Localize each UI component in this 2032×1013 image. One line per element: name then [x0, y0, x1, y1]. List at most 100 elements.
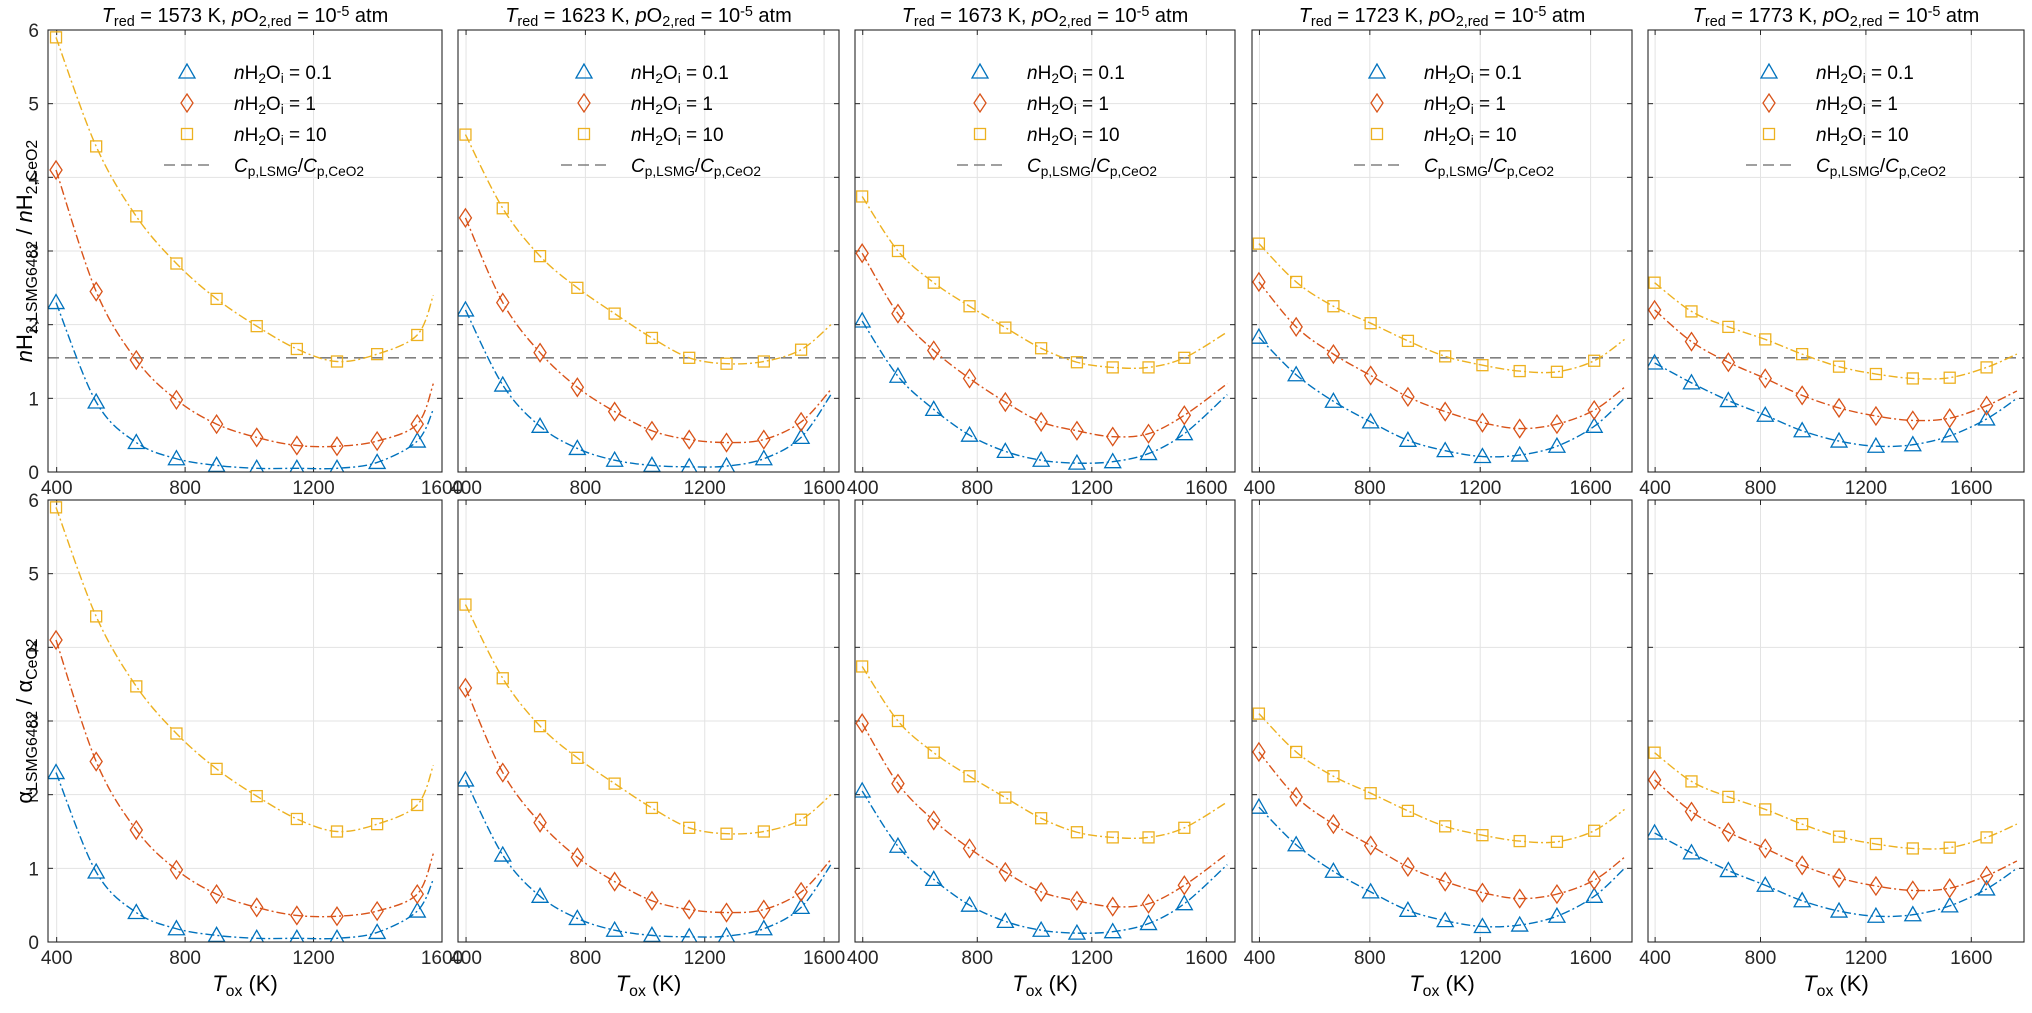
- data-point-2: [855, 713, 869, 734]
- x-tick-label: 800: [570, 948, 602, 969]
- series-line-3: [464, 604, 832, 835]
- legend-label: nH2Oi = 1: [234, 94, 316, 117]
- data-point-1: [1103, 922, 1122, 939]
- data-point-3: [794, 813, 808, 826]
- data-point-1: [48, 293, 66, 310]
- data-point-2: [962, 838, 977, 859]
- data-point-2: [1401, 386, 1415, 408]
- data-point-2: [89, 281, 103, 302]
- legend-marker-diamond: [1762, 92, 1776, 114]
- data-point-1: [1473, 447, 1492, 464]
- x-tick-label: 1200: [1845, 948, 1887, 969]
- x-axis-label: Tox (K): [212, 971, 278, 1000]
- data-point-1: [1398, 901, 1418, 917]
- data-point-2: [1869, 405, 1883, 427]
- data-point-2: [1648, 299, 1662, 321]
- data-point-2: [1648, 769, 1662, 791]
- data-point-2: [1942, 408, 1957, 429]
- data-point-3: [49, 501, 63, 514]
- data-point-1: [855, 781, 872, 798]
- data-point-1: [458, 300, 475, 317]
- legend-label: nH2Oi = 0.1: [1816, 63, 1914, 86]
- data-point-1: [1547, 906, 1567, 923]
- data-point-1: [996, 442, 1015, 459]
- data-point-2: [1832, 397, 1846, 419]
- data-point-1: [1361, 412, 1380, 429]
- data-point-2: [1832, 867, 1846, 889]
- data-point-3: [90, 140, 103, 153]
- data-point-1: [87, 392, 106, 409]
- data-point-3: [1070, 356, 1084, 369]
- data-point-3: [1513, 834, 1526, 848]
- data-point-1: [717, 456, 736, 472]
- legend-marker-triangle: [1367, 62, 1387, 79]
- data-point-2: [533, 812, 547, 833]
- data-point-1: [605, 450, 624, 467]
- data-point-3: [1106, 361, 1119, 374]
- data-point-2: [1550, 883, 1564, 905]
- legend-entry-3: nH2Oi = 10: [1370, 125, 1517, 148]
- data-point-3: [1832, 360, 1846, 373]
- data-point-3: [1252, 237, 1266, 250]
- data-point-2: [1252, 271, 1266, 293]
- data-point-1: [1175, 894, 1194, 911]
- axes-frame: [1251, 499, 1633, 943]
- legend-label: nH2Oi = 10: [1816, 125, 1909, 148]
- data-point-2: [1070, 890, 1084, 911]
- series-line-2: [861, 252, 1228, 438]
- data-point-2: [1401, 856, 1415, 878]
- data-point-3: [1685, 305, 1698, 318]
- data-point-3: [1795, 817, 1809, 831]
- data-point-1: [1032, 450, 1051, 467]
- data-point-3: [720, 357, 733, 370]
- data-point-1: [1103, 452, 1122, 469]
- data-point-1: [1585, 887, 1604, 903]
- data-point-3: [496, 202, 509, 215]
- series-line-1: [464, 779, 832, 938]
- legend-entry-2: nH2Oi = 1: [180, 92, 316, 117]
- legend-entry-3: nH2Oi = 10: [577, 125, 724, 148]
- series-line-1: [1258, 806, 1626, 928]
- x-tick-label: 400: [450, 478, 482, 499]
- data-point-2: [370, 900, 384, 922]
- data-point-3: [1142, 831, 1155, 844]
- legend-entry-3: nH2Oi = 10: [180, 125, 327, 148]
- y-axis-label-bottom: αLSMG6482 / αCeO2: [12, 638, 41, 803]
- y-tick-label: 3: [28, 712, 39, 733]
- legend-entry-4: Cp,LSMG/Cp,CeO2: [164, 156, 364, 179]
- data-point-2: [1684, 801, 1699, 822]
- subplot-bottom-1: 400 800 1200 1600 0 1 2 3 4 5 6 Tox (K): [28, 491, 463, 1000]
- legend-label: nH2Oi = 10: [1027, 125, 1120, 148]
- data-point-3: [757, 355, 770, 368]
- data-point-1: [642, 926, 662, 942]
- series-line-3: [1258, 243, 1625, 374]
- data-point-3: [1327, 770, 1340, 783]
- data-point-3: [1252, 707, 1266, 720]
- data-point-1: [1866, 906, 1886, 923]
- legend-label: nH2Oi = 1: [1424, 94, 1506, 117]
- x-tick-label: 400: [450, 948, 482, 969]
- data-point-3: [1588, 824, 1601, 837]
- subplot-bottom-5: 400 800 1200 1600 Tox (K): [1639, 499, 2025, 1000]
- data-point-1: [996, 912, 1015, 929]
- data-point-1: [1510, 915, 1529, 932]
- data-point-3: [1290, 275, 1303, 289]
- data-point-1: [888, 366, 908, 383]
- x-tick-label: 1600: [1185, 948, 1227, 969]
- data-point-2: [891, 303, 905, 324]
- legend-label: nH2Oi = 0.1: [631, 63, 729, 86]
- x-tick-label: 1600: [1569, 478, 1611, 499]
- legend-entry-4: Cp,LSMG/Cp,CeO2: [561, 156, 761, 179]
- data-point-2: [682, 899, 697, 920]
- data-point-3: [683, 821, 696, 834]
- data-point-2: [1512, 418, 1527, 439]
- data-point-2: [1475, 412, 1490, 433]
- legend-entry-1: nH2Oi = 0.1: [970, 62, 1125, 86]
- x-tick-label: 800: [169, 478, 201, 499]
- data-point-2: [757, 429, 771, 450]
- data-point-1: [1756, 875, 1775, 892]
- data-point-2: [1070, 420, 1084, 441]
- data-point-3: [1980, 361, 1993, 374]
